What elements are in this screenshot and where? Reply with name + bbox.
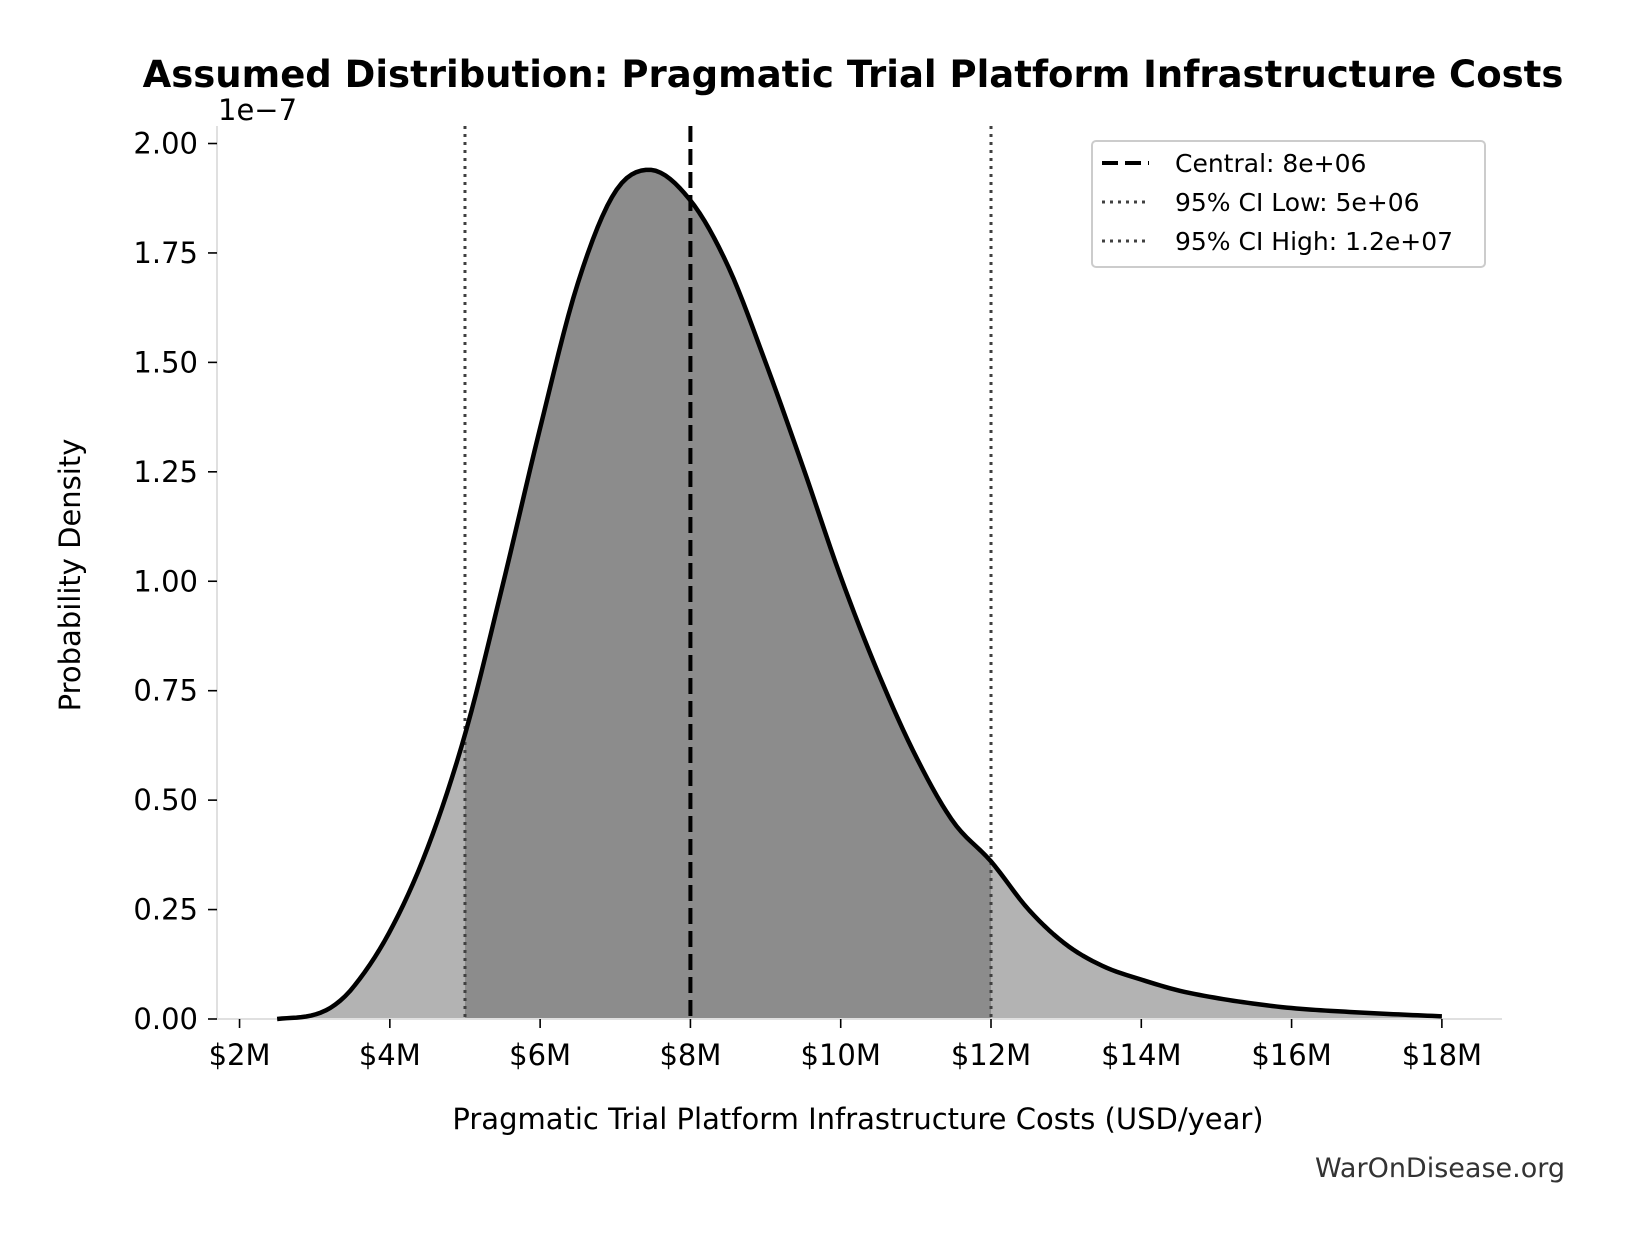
legend-label: 95% CI High: 1.2e+07: [1175, 227, 1453, 256]
ci-density-area: [464, 169, 992, 1019]
legend-frame: [1091, 140, 1486, 268]
x-tick-label: $6M: [509, 1038, 571, 1072]
y-tick-label: 1.00: [133, 564, 198, 598]
y-tick-label: 1.75: [133, 236, 198, 270]
legend-label: Central: 8e+06: [1175, 149, 1366, 178]
y-tick-label: 0.00: [133, 1002, 198, 1036]
x-axis-label: Pragmatic Trial Platform Infrastructure …: [452, 1102, 1263, 1136]
x-tick-label: $8M: [659, 1038, 721, 1072]
chart-title: Assumed Distribution: Pragmatic Trial Pl…: [143, 53, 1564, 96]
y-axis-label: Probability Density: [53, 439, 87, 712]
x-tick-label: $12M: [951, 1038, 1031, 1072]
y-tick-label: 0.25: [133, 893, 198, 927]
y-offset-label: 1e−7: [218, 93, 297, 127]
density-curve: [276, 167, 1442, 1022]
x-tick-label: $2M: [209, 1038, 271, 1072]
y-tick-label: 1.25: [133, 455, 198, 489]
watermark-text: WarOnDisease.org: [1315, 1153, 1565, 1184]
legend: Central: 8e+06 95% CI Low: 5e+06 95% CI Hi…: [1091, 140, 1486, 268]
x-tick-label: $18M: [1402, 1038, 1482, 1072]
y-tick-label: 1.50: [133, 345, 198, 379]
y-tick-label: 0.75: [133, 674, 198, 708]
x-tick-label: $16M: [1251, 1038, 1331, 1072]
plot-area: 0.00 0.25 0.50 0.75 1.00 1.25 1.50 1.75 2.00 $2M $…: [133, 126, 1502, 1072]
x-tick-label: $4M: [359, 1038, 421, 1072]
x-tick-label: $10M: [801, 1038, 881, 1072]
y-tick-label: 2.00: [133, 127, 198, 161]
y-tick-label: 0.50: [133, 783, 198, 817]
legend-label: 95% CI Low: 5e+06: [1175, 188, 1420, 217]
x-tick-label: $14M: [1101, 1038, 1181, 1072]
